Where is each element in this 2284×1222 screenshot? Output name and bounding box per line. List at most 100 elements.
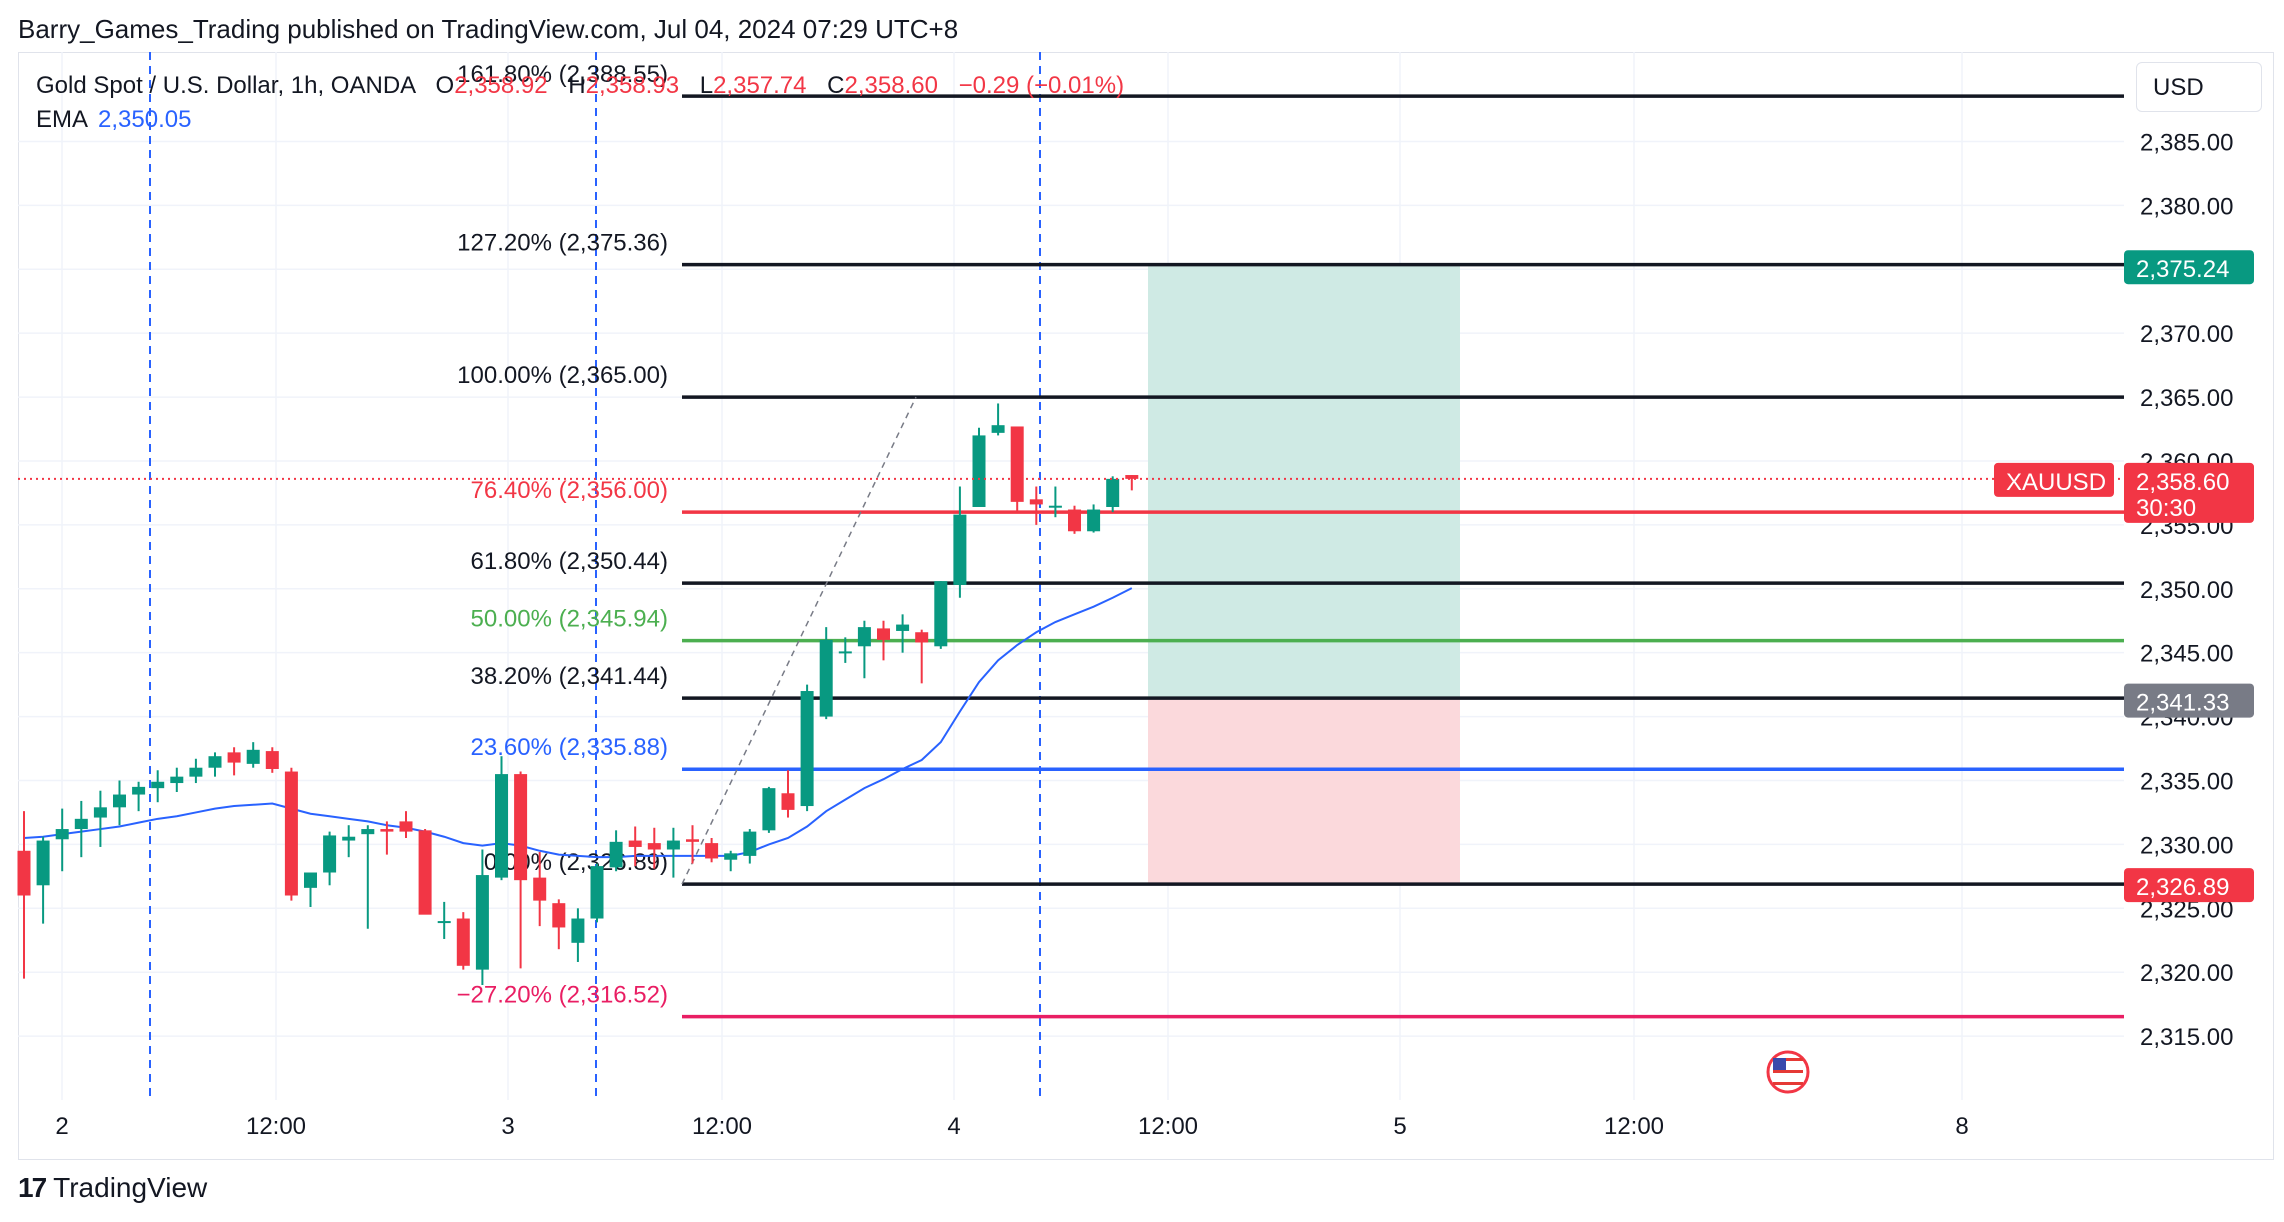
- symbol-price-tag[interactable]: [1994, 462, 2114, 497]
- candle-body[interactable]: [475, 875, 489, 970]
- candle-body[interactable]: [934, 581, 948, 647]
- candle-body[interactable]: [628, 840, 642, 847]
- publisher-line: Barry_Games_Trading published on Trading…: [18, 14, 959, 44]
- x-axis-tick-label: 2: [55, 1113, 68, 1140]
- candle-body[interactable]: [724, 853, 738, 860]
- candle-body[interactable]: [170, 776, 184, 784]
- candle-body[interactable]: [991, 425, 1005, 433]
- candle-body[interactable]: [284, 771, 298, 896]
- y-axis-tick-label: 2,370.00: [2140, 321, 2233, 348]
- chart-frame: [18, 52, 2274, 1160]
- fib-level-label: 38.20% (2,341.44): [471, 663, 668, 690]
- price-badge-text: 2,375.24: [2136, 256, 2229, 283]
- candle-body[interactable]: [208, 756, 222, 768]
- candle-body[interactable]: [227, 752, 241, 763]
- candle-body[interactable]: [819, 639, 833, 717]
- candle-body[interactable]: [342, 836, 356, 841]
- fib-level-label: −27.20% (2,316.52): [457, 982, 669, 1009]
- y-axis-tick-label: 2,345.00: [2140, 641, 2233, 668]
- fib-level-label: 127.20% (2,375.36): [457, 230, 668, 257]
- candle-body[interactable]: [17, 850, 31, 896]
- open-label: O: [435, 72, 455, 99]
- currency-button[interactable]: USD: [2136, 62, 2262, 112]
- candle-body[interactable]: [781, 793, 795, 810]
- x-axis-tick-label: 3: [501, 1113, 514, 1140]
- candle-body[interactable]: [552, 903, 566, 928]
- candle-body[interactable]: [915, 632, 929, 643]
- symbol-price-tag-text: XAUUSD: [2006, 469, 2106, 496]
- candle-body[interactable]: [189, 767, 203, 777]
- candle-body[interactable]: [304, 872, 317, 888]
- candle-body[interactable]: [896, 624, 910, 631]
- x-axis-tick-label: 12:00: [1138, 1113, 1198, 1140]
- price-badge-text: 2,341.33: [2136, 690, 2229, 717]
- last-price-badge-text: 2,358.60: [2136, 469, 2229, 496]
- candle-body[interactable]: [495, 774, 508, 878]
- ema-label: EMA: [36, 106, 89, 133]
- candle-body[interactable]: [1106, 478, 1120, 507]
- candle-body[interactable]: [705, 843, 719, 859]
- last-price-badge[interactable]: [2124, 462, 2254, 523]
- candle-body[interactable]: [972, 435, 986, 507]
- us-flag-icon-canton: [1773, 1058, 1786, 1070]
- candle-body[interactable]: [380, 829, 394, 832]
- candle-body[interactable]: [246, 749, 260, 764]
- high-value: 2,358.93: [585, 72, 680, 99]
- ema-legend[interactable]: EMA 2,350.05: [36, 106, 191, 134]
- price-badge[interactable]: [2124, 250, 2254, 285]
- candle-body[interactable]: [55, 829, 69, 840]
- candle-body[interactable]: [590, 866, 604, 919]
- candle-body[interactable]: [151, 781, 165, 789]
- price-badge[interactable]: [2124, 683, 2254, 718]
- candle-body[interactable]: [93, 807, 107, 818]
- price-badge[interactable]: [2124, 868, 2254, 903]
- candle-body[interactable]: [132, 786, 146, 795]
- candle-body[interactable]: [1010, 426, 1024, 502]
- candle-body[interactable]: [514, 774, 528, 881]
- candle-body[interactable]: [265, 751, 279, 769]
- candle-body[interactable]: [1068, 509, 1081, 532]
- x-axis-tick-label: 5: [1393, 1113, 1406, 1140]
- candle-body[interactable]: [838, 651, 852, 654]
- candle-body[interactable]: [877, 628, 890, 640]
- candle-body[interactable]: [1125, 475, 1139, 479]
- candle-body[interactable]: [857, 627, 871, 647]
- candle-body[interactable]: [533, 877, 547, 901]
- candle-body[interactable]: [1087, 509, 1101, 532]
- symbol-title[interactable]: Gold Spot / U.S. Dollar, 1h, OANDA: [36, 72, 415, 99]
- y-axis-tick-label: 2,320.00: [2140, 960, 2233, 987]
- candle-body[interactable]: [437, 921, 451, 924]
- candle-body[interactable]: [361, 829, 375, 835]
- candle-body[interactable]: [571, 918, 585, 943]
- candle-body[interactable]: [74, 818, 88, 830]
- candle-body[interactable]: [399, 821, 413, 832]
- close-value: 2,358.60: [844, 72, 938, 99]
- fib-level-label: 161.80% (2,388.55): [457, 61, 668, 88]
- candle-body[interactable]: [323, 835, 337, 873]
- ema-line[interactable]: [23, 587, 1133, 859]
- candle-body[interactable]: [743, 831, 757, 856]
- candle-body[interactable]: [686, 839, 699, 842]
- candle-body[interactable]: [1029, 499, 1043, 505]
- candle-body[interactable]: [609, 841, 623, 868]
- close-label: C: [827, 72, 845, 99]
- target-zone[interactable]: [1148, 266, 1460, 700]
- candle-body[interactable]: [953, 514, 967, 585]
- candle-body[interactable]: [113, 794, 126, 808]
- x-axis-tick-label: 8: [1955, 1113, 1968, 1140]
- candle-body[interactable]: [1048, 505, 1062, 508]
- tradingview-brand[interactable]: 17 TradingView: [18, 1172, 207, 1204]
- stop-zone[interactable]: [1148, 699, 1460, 885]
- candle-body[interactable]: [762, 788, 776, 831]
- candle-body[interactable]: [456, 918, 470, 966]
- candle-body[interactable]: [36, 840, 50, 886]
- candle-body[interactable]: [647, 843, 661, 850]
- last-price-badge-text: 30:30: [2136, 495, 2196, 522]
- candle-body[interactable]: [666, 840, 680, 850]
- x-axis-tick-label: 12:00: [246, 1113, 306, 1140]
- candle-body[interactable]: [800, 691, 814, 807]
- fib-level-label: 23.60% (2,335.88): [471, 734, 668, 761]
- candle-body[interactable]: [418, 830, 432, 915]
- us-flag-icon-stripe: [1773, 1082, 1803, 1085]
